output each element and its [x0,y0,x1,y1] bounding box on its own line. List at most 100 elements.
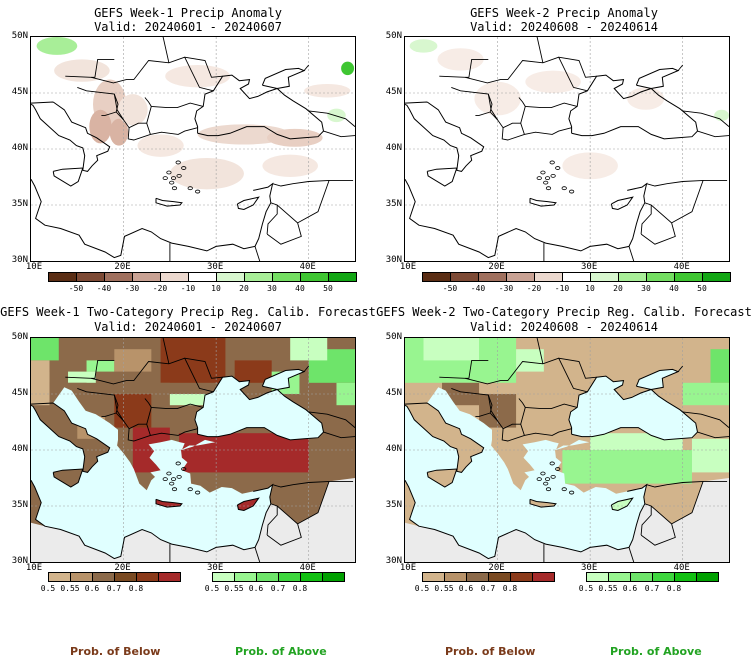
aegean-island [169,180,175,185]
anomaly-blob [267,128,323,147]
colorbar-swatch [136,572,159,582]
colorbar-swatch [696,572,719,582]
colorbar-tick-label: -50 [68,284,84,293]
lon-tick-label: 10E [25,262,43,272]
lat-tick-label: 35N [11,199,28,209]
panel-2-title: GEFS Week-2 Precip Anomaly [470,6,658,20]
lat-tick-label: 40N [385,143,402,153]
lat-tick-label: 45N [385,388,402,398]
colorbar-tick-label: 0.55 [434,584,454,593]
map-svg [405,338,729,562]
colorbar-tick-label: 10 [585,284,595,293]
colorbar-swatch [652,572,675,582]
sea-area [194,376,324,440]
aegean-island [171,186,178,191]
colorbar-tick-label: 0.6 [458,584,474,593]
lon-tick-label: 30E [581,563,598,573]
colorbar-swatch [300,272,329,282]
island [237,498,259,511]
aegean-island [166,170,172,175]
sea-area [636,369,679,390]
colorbar-swatch [158,572,181,582]
coastlines [31,368,325,560]
lon-tick-label: 40E [673,563,690,573]
anomaly-blob [304,84,351,98]
aegean-island [544,477,551,482]
lat-tick-label: 45N [11,87,28,97]
colorbar-tick-label: 50 [697,284,707,293]
aegean-island [549,461,555,466]
colorbar-swatch [422,572,445,582]
lon-tick-label: 20E [488,262,505,272]
lat-tick-label: 30N [385,255,402,265]
aegean-island [543,180,549,185]
anomaly-blob [118,94,148,126]
panel-2-map[interactable] [404,36,730,262]
panel-1-map[interactable] [30,36,356,262]
lat-tick-label: 40N [385,444,402,454]
panel-3-map[interactable] [30,337,356,563]
colorbar-swatch [244,272,273,282]
colorbar-swatch [590,272,619,282]
gridlines [31,338,355,562]
prob-cell [336,382,355,406]
island [53,469,83,487]
aegean-island [545,186,552,191]
colorbar-swatch [608,572,631,582]
aegean-island [181,166,187,170]
no-data-area [31,478,355,562]
coastlines [405,368,699,560]
sea-area [262,369,305,390]
anomaly-blob [36,37,78,55]
colorbar-tick-label: 0.5 [578,584,594,593]
colorbar-tick-label: 0.7 [106,584,122,593]
aegean-island [544,176,551,181]
prob-below-label-1: Prob. of Below [70,645,161,658]
anomaly-blob [262,154,318,177]
borders [65,37,355,261]
aegean-island [550,474,556,479]
colorbar-tick-label: 0.7 [644,584,660,593]
aegean-island [195,490,201,495]
lat-tick-label: 40N [11,444,28,454]
aegean-island [166,471,172,476]
colorbar-tick-label: 0.7 [270,584,286,593]
colorbar-tick-label: 0.6 [622,584,638,593]
colorbar-tick-label: 0.55 [598,584,618,593]
lon-tick-label: 30E [207,262,224,272]
aegean-island [169,481,175,486]
prob-cell [516,349,544,372]
aegean-island [176,474,182,479]
colorbar-tick-label: -20 [152,284,168,293]
sea-area [405,387,647,559]
colorbar-tick-label: -50 [442,284,458,293]
aegean-island [561,186,567,191]
aegean-island [187,487,193,492]
panel-4-map[interactable] [404,337,730,563]
aegean-island [162,477,168,482]
lat-tick-label: 50N [11,332,28,342]
lat-tick-label: 50N [385,332,402,342]
panel-4-valid: Valid: 20240608 - 20240614 [470,320,658,334]
colorbar-tick-label: -40 [470,284,486,293]
colorbar-tick-label: 40 [669,284,679,293]
above-colorbar-2: 0.5 0.55 0.6 0.7 0.8 [579,572,720,598]
colorbar-swatch [322,572,345,582]
lat-tick-label: 30N [11,255,28,265]
coastlines [405,67,699,259]
aegean-island [170,477,177,482]
lon-tick-label: 40E [299,563,316,573]
colorbar-tick-label: 40 [295,284,305,293]
prob-cell [423,338,480,361]
lon-tick-label: 40E [673,262,690,272]
colorbar-tick-label: 10 [211,284,221,293]
colorbar-swatch [478,272,507,282]
colorbar-swatch [488,572,511,582]
aegean-island [549,160,555,165]
anomaly-colorbar-2: -50 -40 -30 -20 -10 10 20 30 40 50 [422,272,731,298]
panel-3-valid: Valid: 20240601 - 20240607 [94,320,282,334]
colorbar-tick-label: 0.5 [414,584,430,593]
colorbar-tick-label: 0.8 [128,584,144,593]
colorbar-swatch [674,572,697,582]
aegean-island [162,176,168,181]
